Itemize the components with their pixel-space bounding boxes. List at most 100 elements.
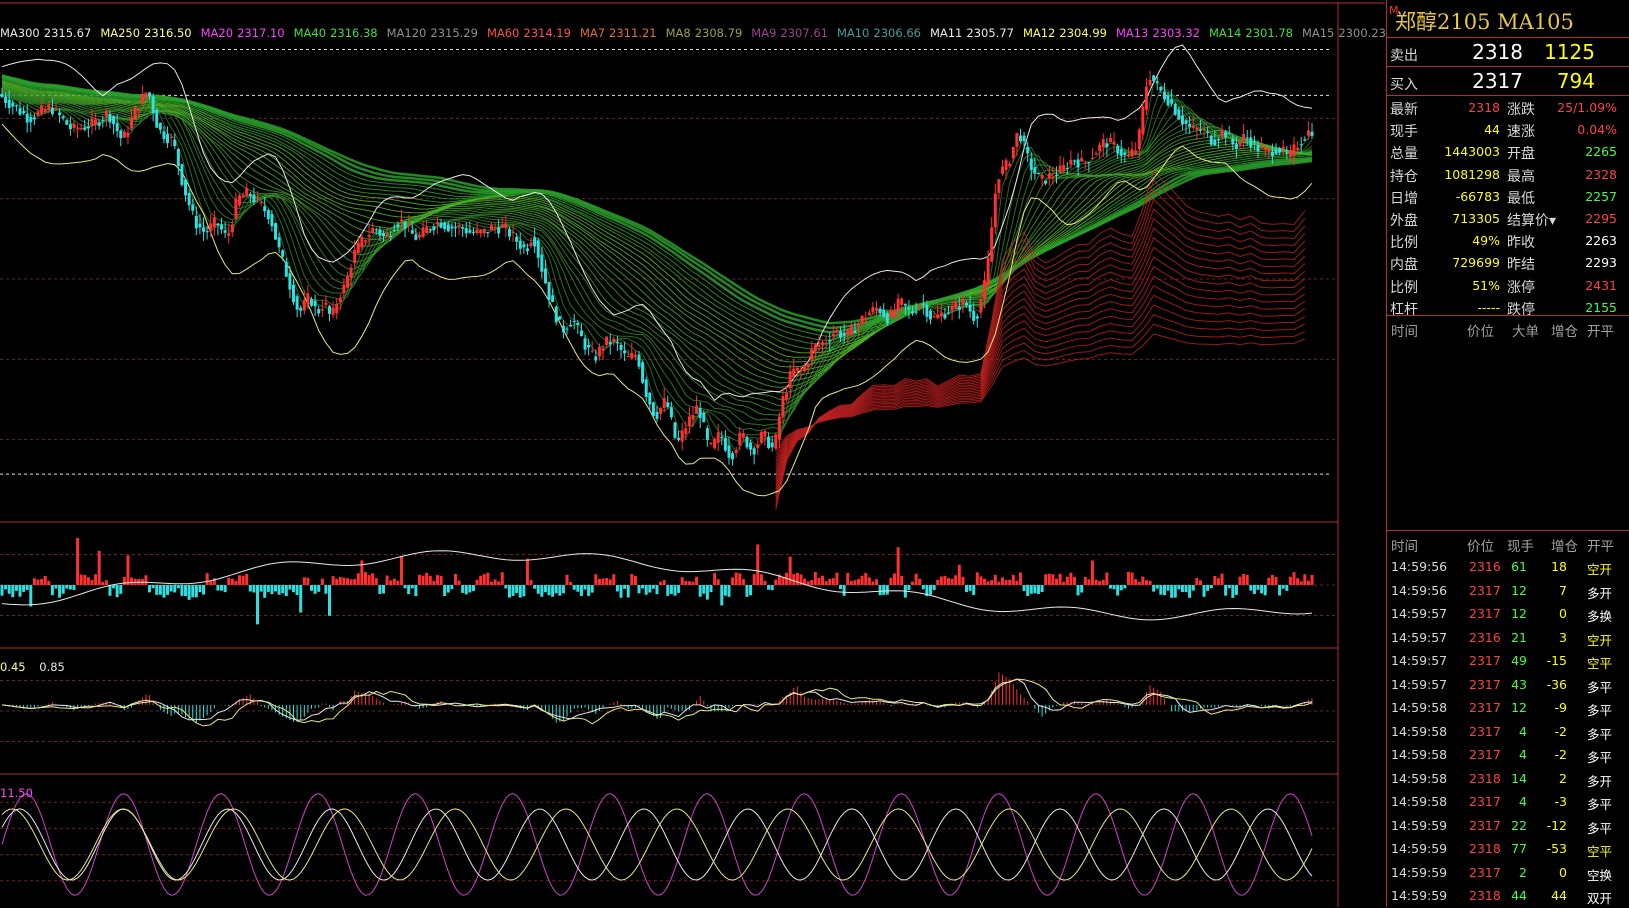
volume-bar (615, 585, 619, 592)
candle-body (648, 392, 652, 405)
volume-bar (238, 575, 242, 585)
candle-body (824, 342, 828, 344)
candle-body (1170, 99, 1174, 104)
candle-body (587, 344, 591, 348)
candle-body (713, 438, 717, 449)
candle-body (612, 338, 616, 343)
candle-body (220, 224, 224, 230)
candle-body (1065, 168, 1069, 170)
volume-bar (292, 585, 296, 593)
volume-bar (1238, 576, 1242, 585)
candle-body (320, 309, 324, 311)
candle-body (389, 235, 393, 237)
candle-body (752, 448, 756, 455)
ma-legend-item: MA15 2300.23 (1302, 26, 1386, 40)
volume-bar (378, 585, 382, 594)
candle-body (223, 230, 227, 233)
volume-bar (1274, 576, 1278, 585)
volume-bar (353, 579, 357, 585)
ma-legend-value: 2315.29 (430, 26, 478, 40)
tick-cell-p: 2317 (1469, 864, 1501, 880)
candle-body (36, 111, 40, 116)
candle-body (115, 123, 119, 132)
stat-row: 昨收 2263 (1507, 230, 1617, 252)
kdj-line (1, 808, 1313, 881)
volume-bar (1004, 580, 1008, 585)
volume-bar (40, 579, 44, 585)
candle-body (986, 257, 990, 286)
stat-key: 现手 (1390, 124, 1418, 141)
volume-bar (151, 585, 155, 589)
volume-bar (619, 585, 623, 598)
ma-ribbon-red (775, 246, 1306, 483)
candle-body (615, 342, 619, 344)
ma-ribbon-line (1, 81, 1313, 358)
candle-body (4, 96, 8, 103)
kline-chart[interactable] (0, 0, 1385, 907)
volume-bar (216, 585, 220, 591)
volume-bar (1033, 585, 1037, 594)
volume-bar (857, 579, 861, 585)
volume-bar (990, 580, 994, 585)
volume-bar (97, 551, 101, 585)
stat-row: 现手 44 (1390, 119, 1500, 141)
tick-cell-t: 14:59:57 (1391, 676, 1448, 692)
volume-bar (266, 585, 270, 592)
volume-bar (1076, 585, 1080, 596)
volume-bar (691, 581, 695, 585)
tick-cell-k: 空开 (1587, 632, 1613, 648)
candle-body (61, 116, 65, 119)
candle-body (90, 118, 94, 126)
candle-body (1252, 141, 1256, 143)
candle-body (1137, 129, 1141, 149)
tick-cell-v: 21 (1511, 629, 1527, 645)
volume-bar (493, 579, 497, 585)
volume-bar (1242, 574, 1246, 585)
volume-bar (1177, 585, 1181, 590)
tick-cell-d: 0 (1559, 606, 1567, 621)
volume-bar (1054, 578, 1058, 585)
tick-cell-k: 多平 (1587, 820, 1613, 836)
volume-bar (1213, 575, 1217, 585)
stat-value: 2295 (1585, 211, 1617, 226)
volume-bar (230, 578, 234, 585)
volume-bar (248, 585, 252, 592)
candle-body (914, 311, 918, 313)
ma-ribbon-red (775, 198, 1306, 500)
ma-legend-item: MA20 2317.10 (201, 26, 285, 40)
ma-ribbon-red (775, 285, 1306, 469)
volume-bar (284, 585, 288, 597)
stat-value: 1443003 (1444, 144, 1500, 160)
candle-body (723, 437, 727, 451)
candle-body (1044, 180, 1048, 184)
volume-bar (274, 585, 278, 592)
candle-body (7, 99, 11, 108)
ma-legend-label: MA250 (100, 26, 141, 40)
candle-body (731, 453, 735, 460)
candle-body (457, 225, 461, 228)
volume-bar (1152, 585, 1156, 592)
chart-area[interactable]: MA300 2315.67 MA250 2316.50 MA20 2317.10 MA40 2… (0, 0, 1386, 907)
stat-row: 比例 51% (1390, 275, 1500, 297)
tick-row: 14:59:59 2318 77 -53 空平 (1387, 837, 1629, 861)
candle-body (943, 314, 947, 319)
candle-body (281, 250, 285, 257)
volume-bar (184, 585, 188, 597)
ma-ribbon-red (775, 256, 1306, 479)
volume-bar (241, 575, 245, 585)
candle-body (1285, 152, 1289, 154)
candle-body (673, 422, 677, 438)
candle-body (1306, 130, 1310, 136)
candle-body (266, 210, 270, 220)
candle-body (1299, 144, 1303, 146)
volume-bar (1166, 585, 1170, 591)
volume-bar (1227, 585, 1231, 589)
candle-body (18, 108, 22, 115)
candle-body (97, 122, 101, 126)
candle-body (1234, 144, 1238, 150)
ma-ribbon-line (1, 77, 1313, 338)
candle-body (860, 315, 864, 323)
volume-bar (929, 585, 933, 595)
ma-ribbon-line (1, 83, 1313, 368)
ma-ribbon-red (775, 333, 1305, 452)
